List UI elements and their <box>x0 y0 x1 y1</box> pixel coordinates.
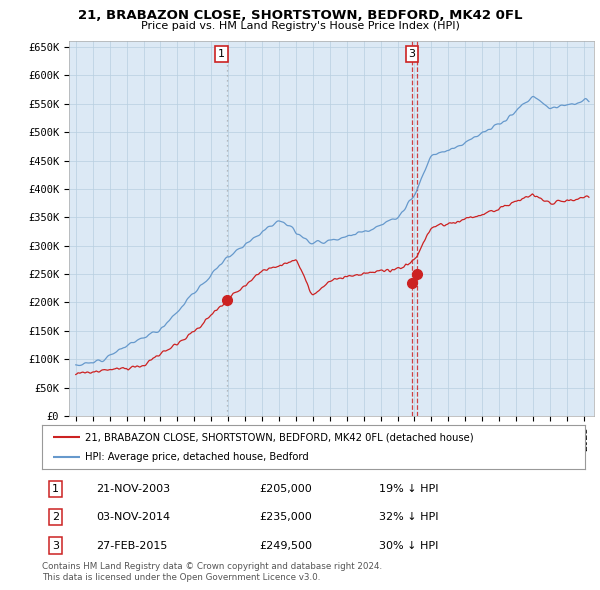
Text: 2: 2 <box>52 512 59 522</box>
Text: 27-FEB-2015: 27-FEB-2015 <box>97 540 167 550</box>
Text: £249,500: £249,500 <box>259 540 312 550</box>
Text: 21-NOV-2003: 21-NOV-2003 <box>97 484 170 494</box>
Text: 19% ↓ HPI: 19% ↓ HPI <box>379 484 438 494</box>
Text: HPI: Average price, detached house, Bedford: HPI: Average price, detached house, Bedf… <box>85 452 309 461</box>
Text: 03-NOV-2014: 03-NOV-2014 <box>97 512 170 522</box>
Text: 32% ↓ HPI: 32% ↓ HPI <box>379 512 438 522</box>
Text: 21, BRABAZON CLOSE, SHORTSTOWN, BEDFORD, MK42 0FL: 21, BRABAZON CLOSE, SHORTSTOWN, BEDFORD,… <box>78 9 522 22</box>
Text: £205,000: £205,000 <box>259 484 312 494</box>
Text: 3: 3 <box>409 49 416 59</box>
Text: 3: 3 <box>52 540 59 550</box>
Text: 1: 1 <box>52 484 59 494</box>
Text: £235,000: £235,000 <box>259 512 312 522</box>
Text: Contains HM Land Registry data © Crown copyright and database right 2024.: Contains HM Land Registry data © Crown c… <box>42 562 382 571</box>
Text: 30% ↓ HPI: 30% ↓ HPI <box>379 540 438 550</box>
Text: This data is licensed under the Open Government Licence v3.0.: This data is licensed under the Open Gov… <box>42 573 320 582</box>
Text: 21, BRABAZON CLOSE, SHORTSTOWN, BEDFORD, MK42 0FL (detached house): 21, BRABAZON CLOSE, SHORTSTOWN, BEDFORD,… <box>85 432 474 442</box>
Text: Price paid vs. HM Land Registry's House Price Index (HPI): Price paid vs. HM Land Registry's House … <box>140 21 460 31</box>
Text: 1: 1 <box>218 49 225 59</box>
